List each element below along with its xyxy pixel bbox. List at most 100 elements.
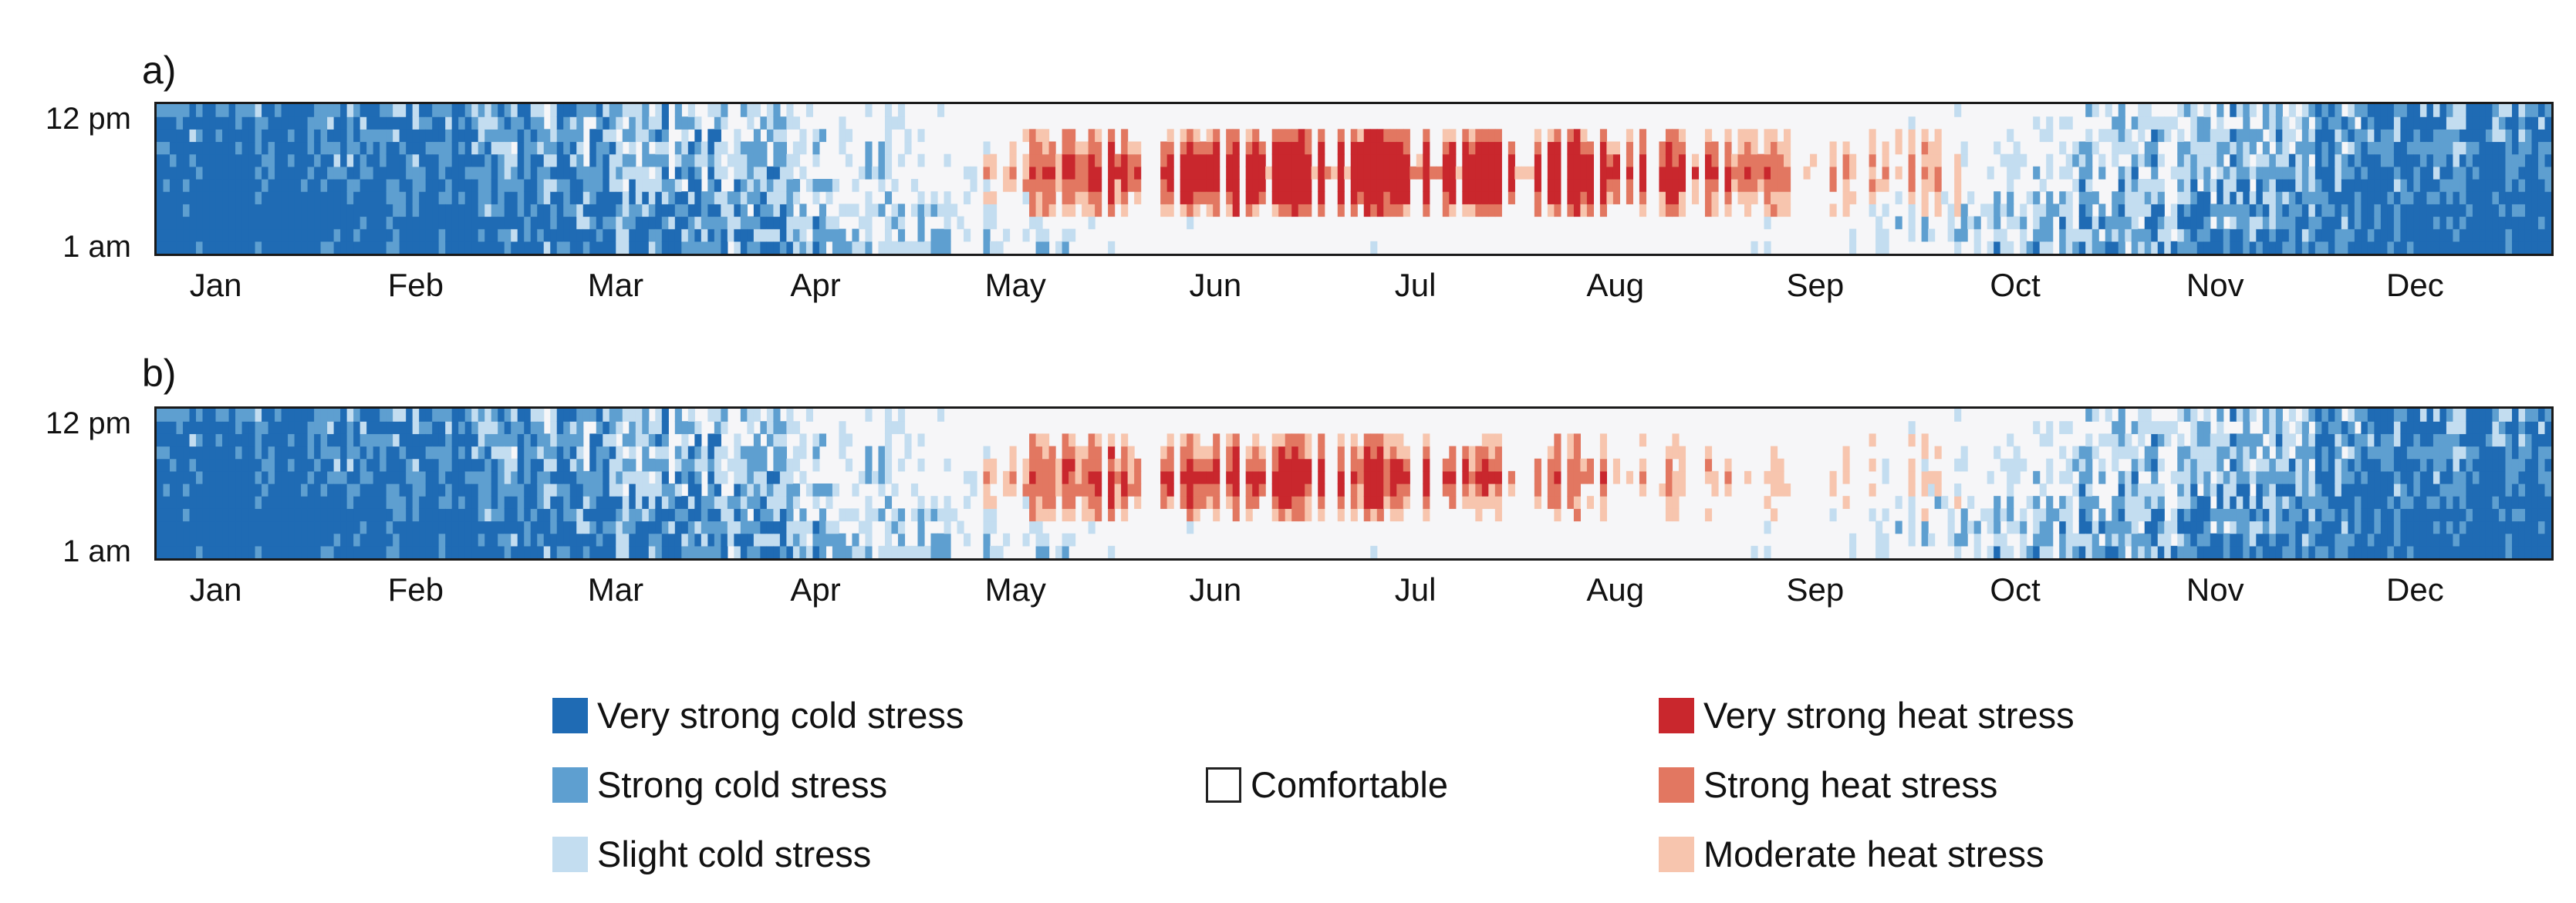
heatmap-cell <box>1029 496 1037 509</box>
heatmap-cell <box>1029 433 1037 447</box>
heatmap-cell <box>1298 433 1305 447</box>
heatmap-cell <box>1370 204 1378 217</box>
heatmap-cell <box>471 421 479 434</box>
heatmap-cell <box>2459 216 2467 230</box>
heatmap-cell <box>642 521 650 534</box>
heatmap-cell <box>327 166 335 180</box>
heatmap-cell <box>333 484 341 497</box>
heatmap-cell <box>511 496 518 509</box>
heatmap-cell <box>373 458 380 472</box>
heatmap-cell <box>170 179 177 192</box>
heatmap-cell <box>629 129 636 143</box>
heatmap-cell <box>1423 496 1430 509</box>
heatmap-cell <box>2328 104 2335 117</box>
heatmap-cell <box>1921 141 1929 155</box>
heatmap-cell <box>2439 228 2447 242</box>
heatmap-cell <box>353 458 361 472</box>
heatmap-cell <box>2236 496 2243 509</box>
heatmap-cell <box>1659 141 1666 155</box>
heatmap-cell <box>360 458 367 472</box>
heatmap-cell <box>2078 141 2086 155</box>
heatmap-cell <box>1764 166 1771 180</box>
heatmap-cell <box>1376 191 1384 204</box>
heatmap-cell <box>1226 204 1234 217</box>
heatmap-cell <box>766 204 774 217</box>
heatmap-cell <box>2335 179 2342 192</box>
heatmap-cell <box>458 484 466 497</box>
heatmap-cell <box>2479 228 2487 242</box>
heatmap-cell <box>2544 141 2551 155</box>
heatmap-cell <box>537 521 545 534</box>
heatmap-cell <box>2492 216 2500 230</box>
heatmap-cell <box>530 409 538 422</box>
heatmap-cell <box>1691 191 1700 204</box>
heatmap-cell <box>340 470 348 484</box>
heatmap-cell <box>1751 545 1758 558</box>
heatmap-cell <box>661 228 669 242</box>
heatmap-cell <box>1311 166 1318 180</box>
heatmap-cell <box>740 141 748 155</box>
heatmap-cell <box>1468 166 1476 180</box>
heatmap-cell <box>380 521 387 534</box>
heatmap-cell <box>2033 241 2041 254</box>
heatmap-cell <box>163 191 170 204</box>
heatmap-cell <box>865 470 873 484</box>
heatmap-cell <box>1180 446 1187 460</box>
heatmap-cell <box>241 521 249 534</box>
heatmap-cell <box>1187 446 1194 460</box>
heatmap-cell <box>1639 458 1647 472</box>
heatmap-cell <box>393 496 400 509</box>
heatmap-cell <box>1987 521 1994 534</box>
heatmap-cell <box>1114 191 1122 204</box>
month-tick-label: Sep <box>1786 267 1845 303</box>
heatmap-cell <box>1481 129 1489 143</box>
heatmap-cell <box>353 421 361 434</box>
heatmap-cell <box>1187 129 1194 143</box>
heatmap-cell <box>484 433 492 447</box>
heatmap-cell <box>1389 179 1397 192</box>
heatmap-cell <box>333 153 341 167</box>
heatmap-cell <box>2295 470 2303 484</box>
heatmap-cell <box>235 116 243 130</box>
heatmap-cell <box>366 458 374 472</box>
heatmap-cell <box>209 421 217 434</box>
heatmap-cell <box>707 129 715 143</box>
heatmap-cell <box>1980 508 1988 522</box>
heatmap-cell <box>2183 484 2191 497</box>
heatmap-cell <box>2256 129 2264 143</box>
heatmap-cell <box>2256 484 2264 497</box>
heatmap-cell <box>170 446 177 460</box>
heatmap-cell <box>2466 104 2473 117</box>
heatmap-cell <box>1108 446 1116 460</box>
heatmap-cell <box>635 433 643 447</box>
heatmap-cell <box>380 104 387 117</box>
heatmap-cell <box>2308 129 2316 143</box>
heatmap-cell <box>2190 216 2198 230</box>
heatmap-cell <box>596 446 603 460</box>
heatmap-cell <box>1127 484 1135 497</box>
heatmap-cell <box>202 166 210 180</box>
heatmap-cell <box>1751 153 1758 167</box>
heatmap-cell <box>2505 204 2513 217</box>
heatmap-cell <box>2511 191 2520 204</box>
heatmap-cell <box>314 216 322 230</box>
heatmap-cell <box>248 216 256 230</box>
heatmap-cell <box>2065 533 2073 547</box>
heatmap-cell <box>2112 228 2119 242</box>
heatmap-cell <box>255 508 262 522</box>
heatmap-cell <box>498 458 505 472</box>
heatmap-cell <box>2138 104 2146 117</box>
heatmap-cell <box>687 484 695 497</box>
heatmap-cell <box>2033 204 2041 217</box>
heatmap-cell <box>1363 433 1371 447</box>
heatmap-cell <box>2485 129 2493 143</box>
heatmap-cell <box>386 166 393 180</box>
heatmap-cell <box>773 129 781 143</box>
heatmap-cell <box>576 433 584 447</box>
heatmap-cell <box>2243 521 2250 534</box>
heatmap-cell <box>215 433 223 447</box>
heatmap-cell <box>537 470 545 484</box>
heatmap-cell <box>2367 104 2375 117</box>
heatmap-cell <box>1160 141 1168 155</box>
heatmap-cell <box>176 521 184 534</box>
